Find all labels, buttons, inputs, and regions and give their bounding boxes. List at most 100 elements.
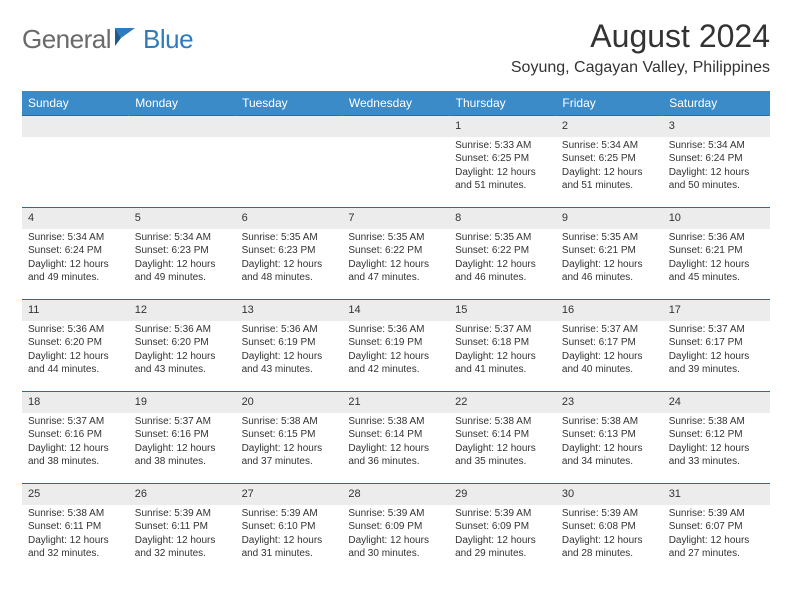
day-number: 26 bbox=[129, 484, 236, 505]
day-number: 23 bbox=[556, 392, 663, 413]
daylight-line: Daylight: 12 hours and 40 minutes. bbox=[562, 350, 657, 377]
day-data: Sunrise: 5:34 AMSunset: 6:24 PMDaylight:… bbox=[663, 137, 770, 197]
calendar-cell: 17Sunrise: 5:37 AMSunset: 6:17 PMDayligh… bbox=[663, 300, 770, 392]
calendar-cell: 19Sunrise: 5:37 AMSunset: 6:16 PMDayligh… bbox=[129, 392, 236, 484]
day-number: 20 bbox=[236, 392, 343, 413]
calendar-body: 1Sunrise: 5:33 AMSunset: 6:25 PMDaylight… bbox=[22, 116, 770, 576]
weekday-header: Friday bbox=[556, 91, 663, 116]
weekday-header: Saturday bbox=[663, 91, 770, 116]
daylight-line: Daylight: 12 hours and 47 minutes. bbox=[348, 258, 443, 285]
calendar-cell: 7Sunrise: 5:35 AMSunset: 6:22 PMDaylight… bbox=[342, 208, 449, 300]
day-data: Sunrise: 5:39 AMSunset: 6:07 PMDaylight:… bbox=[663, 505, 770, 565]
weekday-header: Tuesday bbox=[236, 91, 343, 116]
calendar-row: 11Sunrise: 5:36 AMSunset: 6:20 PMDayligh… bbox=[22, 300, 770, 392]
daylight-line: Daylight: 12 hours and 51 minutes. bbox=[562, 166, 657, 193]
day-number: 19 bbox=[129, 392, 236, 413]
logo-flag-icon bbox=[115, 26, 141, 53]
day-number: 5 bbox=[129, 208, 236, 229]
sunrise-line: Sunrise: 5:35 AM bbox=[242, 231, 337, 245]
weekday-header-row: SundayMondayTuesdayWednesdayThursdayFrid… bbox=[22, 91, 770, 116]
sunrise-line: Sunrise: 5:37 AM bbox=[455, 323, 550, 337]
day-data: Sunrise: 5:36 AMSunset: 6:19 PMDaylight:… bbox=[342, 321, 449, 381]
day-number: 16 bbox=[556, 300, 663, 321]
day-number-strip-empty bbox=[129, 116, 236, 137]
day-data: Sunrise: 5:38 AMSunset: 6:15 PMDaylight:… bbox=[236, 413, 343, 473]
calendar-cell: 12Sunrise: 5:36 AMSunset: 6:20 PMDayligh… bbox=[129, 300, 236, 392]
calendar-cell: 8Sunrise: 5:35 AMSunset: 6:22 PMDaylight… bbox=[449, 208, 556, 300]
calendar-cell: 4Sunrise: 5:34 AMSunset: 6:24 PMDaylight… bbox=[22, 208, 129, 300]
sunset-line: Sunset: 6:14 PM bbox=[348, 428, 443, 442]
day-number: 28 bbox=[342, 484, 449, 505]
sunrise-line: Sunrise: 5:34 AM bbox=[562, 139, 657, 153]
calendar-cell: 2Sunrise: 5:34 AMSunset: 6:25 PMDaylight… bbox=[556, 116, 663, 208]
sunset-line: Sunset: 6:13 PM bbox=[562, 428, 657, 442]
calendar-cell: 30Sunrise: 5:39 AMSunset: 6:08 PMDayligh… bbox=[556, 484, 663, 576]
sunrise-line: Sunrise: 5:34 AM bbox=[669, 139, 764, 153]
calendar-cell: 15Sunrise: 5:37 AMSunset: 6:18 PMDayligh… bbox=[449, 300, 556, 392]
sunrise-line: Sunrise: 5:37 AM bbox=[669, 323, 764, 337]
day-data: Sunrise: 5:36 AMSunset: 6:20 PMDaylight:… bbox=[22, 321, 129, 381]
day-number: 3 bbox=[663, 116, 770, 137]
sunset-line: Sunset: 6:25 PM bbox=[455, 152, 550, 166]
logo: General Blue bbox=[22, 24, 193, 55]
calendar-row: 25Sunrise: 5:38 AMSunset: 6:11 PMDayligh… bbox=[22, 484, 770, 576]
sunset-line: Sunset: 6:22 PM bbox=[348, 244, 443, 258]
day-data: Sunrise: 5:37 AMSunset: 6:16 PMDaylight:… bbox=[129, 413, 236, 473]
day-data: Sunrise: 5:37 AMSunset: 6:18 PMDaylight:… bbox=[449, 321, 556, 381]
day-number: 4 bbox=[22, 208, 129, 229]
sunrise-line: Sunrise: 5:37 AM bbox=[562, 323, 657, 337]
day-number: 21 bbox=[342, 392, 449, 413]
sunrise-line: Sunrise: 5:36 AM bbox=[28, 323, 123, 337]
weekday-header: Thursday bbox=[449, 91, 556, 116]
sunset-line: Sunset: 6:24 PM bbox=[669, 152, 764, 166]
sunset-line: Sunset: 6:09 PM bbox=[455, 520, 550, 534]
sunrise-line: Sunrise: 5:34 AM bbox=[135, 231, 230, 245]
day-data: Sunrise: 5:37 AMSunset: 6:16 PMDaylight:… bbox=[22, 413, 129, 473]
sunset-line: Sunset: 6:24 PM bbox=[28, 244, 123, 258]
calendar-thead: SundayMondayTuesdayWednesdayThursdayFrid… bbox=[22, 91, 770, 116]
daylight-line: Daylight: 12 hours and 34 minutes. bbox=[562, 442, 657, 469]
day-number: 10 bbox=[663, 208, 770, 229]
sunset-line: Sunset: 6:08 PM bbox=[562, 520, 657, 534]
day-number: 31 bbox=[663, 484, 770, 505]
weekday-header: Wednesday bbox=[342, 91, 449, 116]
sunrise-line: Sunrise: 5:39 AM bbox=[455, 507, 550, 521]
sunrise-line: Sunrise: 5:37 AM bbox=[28, 415, 123, 429]
calendar-row: 1Sunrise: 5:33 AMSunset: 6:25 PMDaylight… bbox=[22, 116, 770, 208]
sunrise-line: Sunrise: 5:35 AM bbox=[562, 231, 657, 245]
calendar-cell: 31Sunrise: 5:39 AMSunset: 6:07 PMDayligh… bbox=[663, 484, 770, 576]
daylight-line: Daylight: 12 hours and 27 minutes. bbox=[669, 534, 764, 561]
day-number: 30 bbox=[556, 484, 663, 505]
daylight-line: Daylight: 12 hours and 30 minutes. bbox=[348, 534, 443, 561]
day-number: 2 bbox=[556, 116, 663, 137]
daylight-line: Daylight: 12 hours and 49 minutes. bbox=[28, 258, 123, 285]
daylight-line: Daylight: 12 hours and 37 minutes. bbox=[242, 442, 337, 469]
sunset-line: Sunset: 6:17 PM bbox=[562, 336, 657, 350]
day-data: Sunrise: 5:39 AMSunset: 6:08 PMDaylight:… bbox=[556, 505, 663, 565]
calendar-cell: 9Sunrise: 5:35 AMSunset: 6:21 PMDaylight… bbox=[556, 208, 663, 300]
calendar-cell: 11Sunrise: 5:36 AMSunset: 6:20 PMDayligh… bbox=[22, 300, 129, 392]
day-data: Sunrise: 5:39 AMSunset: 6:09 PMDaylight:… bbox=[342, 505, 449, 565]
sunset-line: Sunset: 6:23 PM bbox=[242, 244, 337, 258]
sunrise-line: Sunrise: 5:38 AM bbox=[562, 415, 657, 429]
day-number: 13 bbox=[236, 300, 343, 321]
calendar-cell: 10Sunrise: 5:36 AMSunset: 6:21 PMDayligh… bbox=[663, 208, 770, 300]
day-number: 25 bbox=[22, 484, 129, 505]
calendar-row: 4Sunrise: 5:34 AMSunset: 6:24 PMDaylight… bbox=[22, 208, 770, 300]
sunset-line: Sunset: 6:11 PM bbox=[135, 520, 230, 534]
sunset-line: Sunset: 6:07 PM bbox=[669, 520, 764, 534]
calendar-cell: 28Sunrise: 5:39 AMSunset: 6:09 PMDayligh… bbox=[342, 484, 449, 576]
daylight-line: Daylight: 12 hours and 33 minutes. bbox=[669, 442, 764, 469]
day-data: Sunrise: 5:38 AMSunset: 6:11 PMDaylight:… bbox=[22, 505, 129, 565]
sunrise-line: Sunrise: 5:33 AM bbox=[455, 139, 550, 153]
day-data: Sunrise: 5:36 AMSunset: 6:19 PMDaylight:… bbox=[236, 321, 343, 381]
sunset-line: Sunset: 6:20 PM bbox=[28, 336, 123, 350]
day-data: Sunrise: 5:39 AMSunset: 6:10 PMDaylight:… bbox=[236, 505, 343, 565]
sunrise-line: Sunrise: 5:39 AM bbox=[135, 507, 230, 521]
calendar-cell-empty bbox=[236, 116, 343, 208]
sunrise-line: Sunrise: 5:36 AM bbox=[348, 323, 443, 337]
sunrise-line: Sunrise: 5:39 AM bbox=[562, 507, 657, 521]
daylight-line: Daylight: 12 hours and 38 minutes. bbox=[135, 442, 230, 469]
daylight-line: Daylight: 12 hours and 36 minutes. bbox=[348, 442, 443, 469]
sunrise-line: Sunrise: 5:38 AM bbox=[348, 415, 443, 429]
